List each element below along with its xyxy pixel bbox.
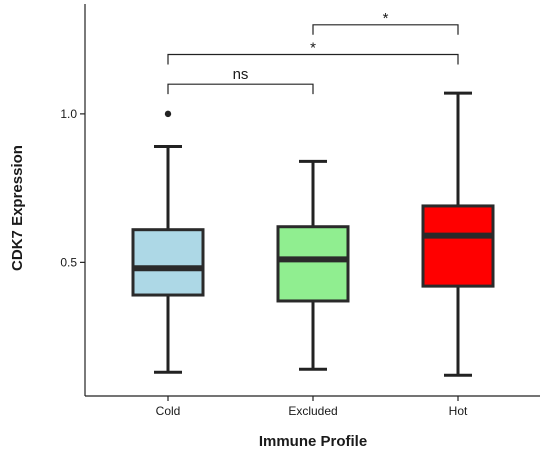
significance-label: ns: [233, 66, 249, 83]
plot-area: 0.5 1.0 Cold Excluded Hot ns * *: [60, 4, 540, 418]
significance-bracket: [167, 83, 314, 95]
x-tick-label-cold: Cold: [156, 404, 181, 418]
y-axis-title: CDK7 Expression: [9, 145, 26, 271]
outlier-point-cold: [164, 110, 172, 118]
significance-bracket: [167, 53, 459, 65]
x-tick-label-excluded: Excluded: [288, 404, 337, 418]
x-tick-label-hot: Hot: [449, 404, 468, 418]
significance-bracket: [312, 24, 459, 35]
x-axis-title: Immune Profile: [259, 433, 367, 450]
box-excluded: [276, 225, 350, 303]
significance-label: *: [310, 39, 316, 56]
y-tick-label: 0.5: [60, 255, 77, 269]
box-cold: [131, 228, 205, 297]
box-hot: [421, 204, 495, 288]
y-tick-label: 1.0: [60, 107, 77, 121]
significance-label: *: [383, 10, 389, 27]
